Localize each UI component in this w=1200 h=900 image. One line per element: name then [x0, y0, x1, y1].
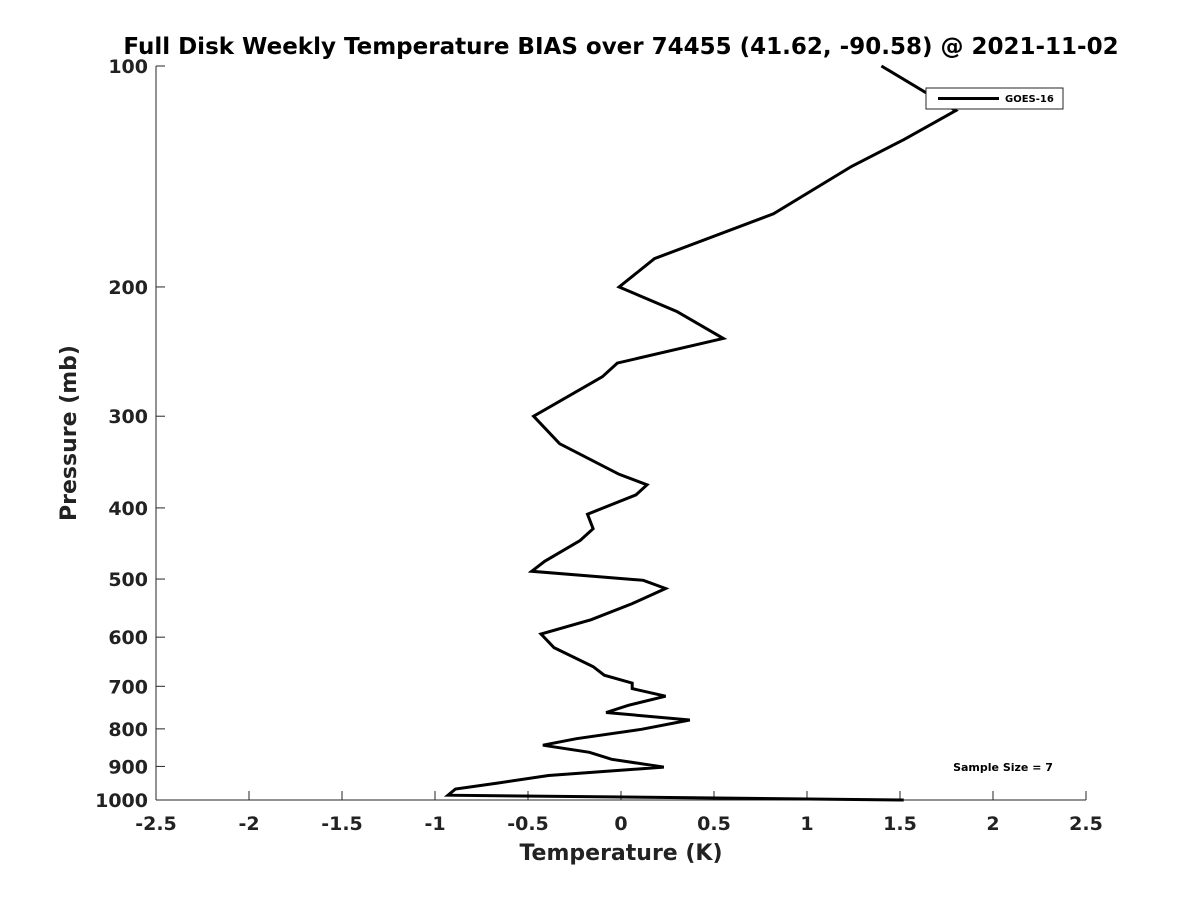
y-tick-label: 700 — [108, 676, 148, 698]
x-tick-label: 0.5 — [697, 813, 731, 835]
legend: GOES-16 — [925, 87, 1064, 110]
y-tick-label: 400 — [108, 498, 148, 520]
legend-entry-goes-16: GOES-16 — [1005, 94, 1054, 105]
x-tick-label: 0 — [614, 813, 627, 835]
x-ticks: -2.5 -2 -1.5 -1 -0.5 0 0.5 1 1.5 2 2.5 — [135, 791, 1103, 835]
y-tick-label: 100 — [108, 56, 148, 78]
x-tick-label: 1 — [800, 813, 813, 835]
x-tick-label: -1.5 — [321, 813, 363, 835]
series-line-goes-16 — [443, 64, 959, 802]
chart-title: Full Disk Weekly Temperature BIAS over 7… — [123, 34, 1118, 60]
y-axis-label: Pressure (mb) — [57, 345, 82, 521]
y-tick-label: 600 — [108, 627, 148, 649]
sample-size-annotation: Sample Size = 7 — [953, 761, 1053, 774]
x-tick-label: -2 — [238, 813, 259, 835]
x-axis-label: Temperature (K) — [519, 841, 722, 866]
x-tick-label: 1.5 — [883, 813, 917, 835]
y-tick-label: 500 — [108, 569, 148, 591]
x-tick-label: 2 — [986, 813, 999, 835]
y-tick-label: 900 — [108, 756, 148, 778]
y-ticks: 100 200 300 400 500 600 700 800 900 1000 — [95, 56, 165, 812]
y-tick-label: 1000 — [95, 790, 148, 812]
x-tick-label: -1 — [424, 813, 445, 835]
plot-area: -2.5 -2 -1.5 -1 -0.5 0 0.5 1 1.5 2 2.5 100 200 300 40… — [95, 56, 1103, 835]
y-tick-label: 200 — [108, 277, 148, 299]
y-tick-label: 300 — [108, 406, 148, 428]
x-tick-label: 2.5 — [1069, 813, 1103, 835]
y-tick-label: 800 — [108, 719, 148, 741]
x-tick-label: -0.5 — [507, 813, 549, 835]
x-tick-label: -2.5 — [135, 813, 177, 835]
